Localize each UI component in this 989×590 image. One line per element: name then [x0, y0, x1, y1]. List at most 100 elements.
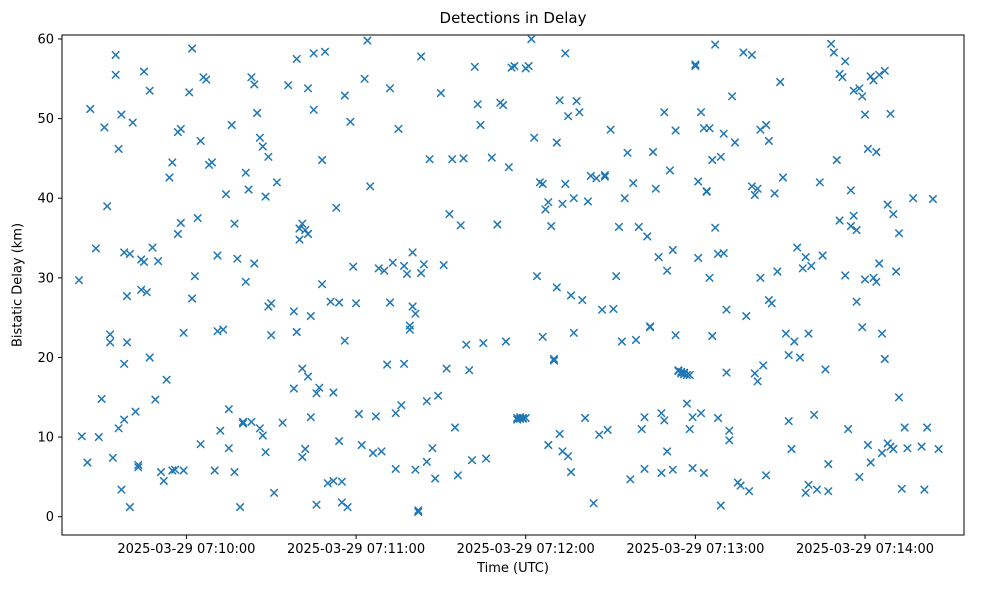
scatter-point	[544, 440, 553, 450]
scatter-point	[176, 218, 185, 227]
scatter-point	[244, 185, 253, 194]
scatter-point	[120, 359, 129, 368]
scatter-point	[660, 108, 669, 117]
scatter-point	[555, 429, 564, 438]
scatter-point	[770, 189, 779, 198]
scatter-point	[742, 312, 751, 321]
scatter-point	[295, 235, 304, 244]
scatter-point	[499, 101, 508, 110]
scatter-point	[145, 86, 154, 95]
scatter-point	[776, 77, 785, 87]
scatter-point	[213, 251, 222, 260]
scatter-point	[897, 484, 906, 493]
scatter-point	[764, 136, 773, 145]
scatter-point	[250, 259, 259, 268]
scatter-point	[685, 370, 694, 380]
scatter-point	[227, 120, 236, 130]
scatter-point	[660, 416, 669, 425]
scatter-point	[739, 48, 748, 57]
scatter-point	[722, 368, 731, 377]
scatter-point	[600, 172, 609, 181]
scatter-point	[411, 309, 420, 318]
scatter-point	[566, 468, 576, 477]
scatter-point	[612, 272, 621, 281]
scatter-point	[456, 221, 465, 230]
scatter-point	[193, 214, 202, 223]
scatter-point	[640, 413, 649, 422]
scatter-point	[173, 229, 182, 239]
scatter-point	[504, 163, 513, 172]
scatter-point	[699, 468, 708, 477]
scatter-point	[111, 70, 120, 79]
scatter-point	[708, 155, 717, 165]
scatter-point	[340, 336, 349, 345]
scatter-point	[544, 198, 553, 207]
scatter-point	[784, 351, 793, 360]
scatter-point	[238, 417, 248, 426]
scatter-point	[108, 453, 117, 462]
scatter-point	[303, 372, 313, 381]
scatter-point	[688, 464, 697, 473]
scatter-point	[643, 232, 652, 241]
scatter-point	[103, 202, 112, 211]
scatter-point	[863, 144, 872, 153]
scatter-point	[335, 437, 344, 446]
scatter-point	[538, 332, 547, 341]
scatter-point	[631, 335, 641, 344]
scatter-point	[549, 356, 559, 365]
scatter-point	[716, 501, 725, 510]
scatter-point	[671, 331, 680, 340]
scatter-point	[753, 184, 762, 193]
x-axis-label: Time (UTC)	[477, 561, 549, 576]
scatter-point	[702, 187, 711, 196]
scatter-point	[162, 375, 171, 384]
scatter-point	[880, 66, 889, 75]
scatter-point	[258, 142, 267, 151]
scatter-point	[581, 413, 590, 423]
scatter-point	[894, 229, 904, 238]
scatter-point	[807, 261, 816, 270]
scatter-point	[241, 277, 250, 286]
scatter-point	[694, 177, 703, 186]
scatter-point	[880, 354, 889, 364]
scatter-point	[352, 299, 361, 308]
scatter-point	[318, 155, 327, 165]
scatter-point	[654, 253, 663, 262]
scatter-point	[657, 468, 666, 477]
scatter-point	[422, 397, 431, 406]
y-tick-label: 20	[37, 351, 54, 366]
scatter-point	[309, 49, 318, 58]
scatter-point	[552, 138, 561, 147]
scatter-point	[264, 152, 273, 161]
scatter-point	[801, 488, 810, 497]
scatter-point	[332, 203, 341, 212]
scatter-point	[298, 219, 307, 228]
scatter-point	[114, 144, 123, 153]
scatter-point	[923, 423, 932, 432]
scatter-point	[238, 419, 248, 428]
scatter-point	[648, 147, 658, 157]
scatter-point	[541, 205, 550, 214]
scatter-point	[267, 331, 276, 340]
scatter-point	[603, 425, 612, 434]
scatter-point	[323, 479, 332, 488]
scatter-point	[97, 394, 106, 403]
scatter-point	[100, 123, 109, 132]
scatter-point	[592, 174, 601, 183]
scatter-point	[827, 39, 836, 48]
scatter-point	[383, 360, 392, 369]
scatter-point	[555, 96, 564, 105]
scatter-point	[835, 216, 844, 225]
scatter-point	[255, 424, 264, 433]
scatter-point	[405, 325, 414, 334]
scatter-point	[699, 124, 708, 133]
scatter-point	[318, 280, 327, 289]
scatter-point	[450, 423, 460, 432]
scatter-point	[289, 384, 298, 393]
scatter-point	[866, 458, 875, 467]
scatter-point	[747, 50, 756, 59]
scatter-point	[781, 329, 790, 338]
scatter-point	[569, 194, 578, 203]
scatter-point	[363, 36, 372, 45]
